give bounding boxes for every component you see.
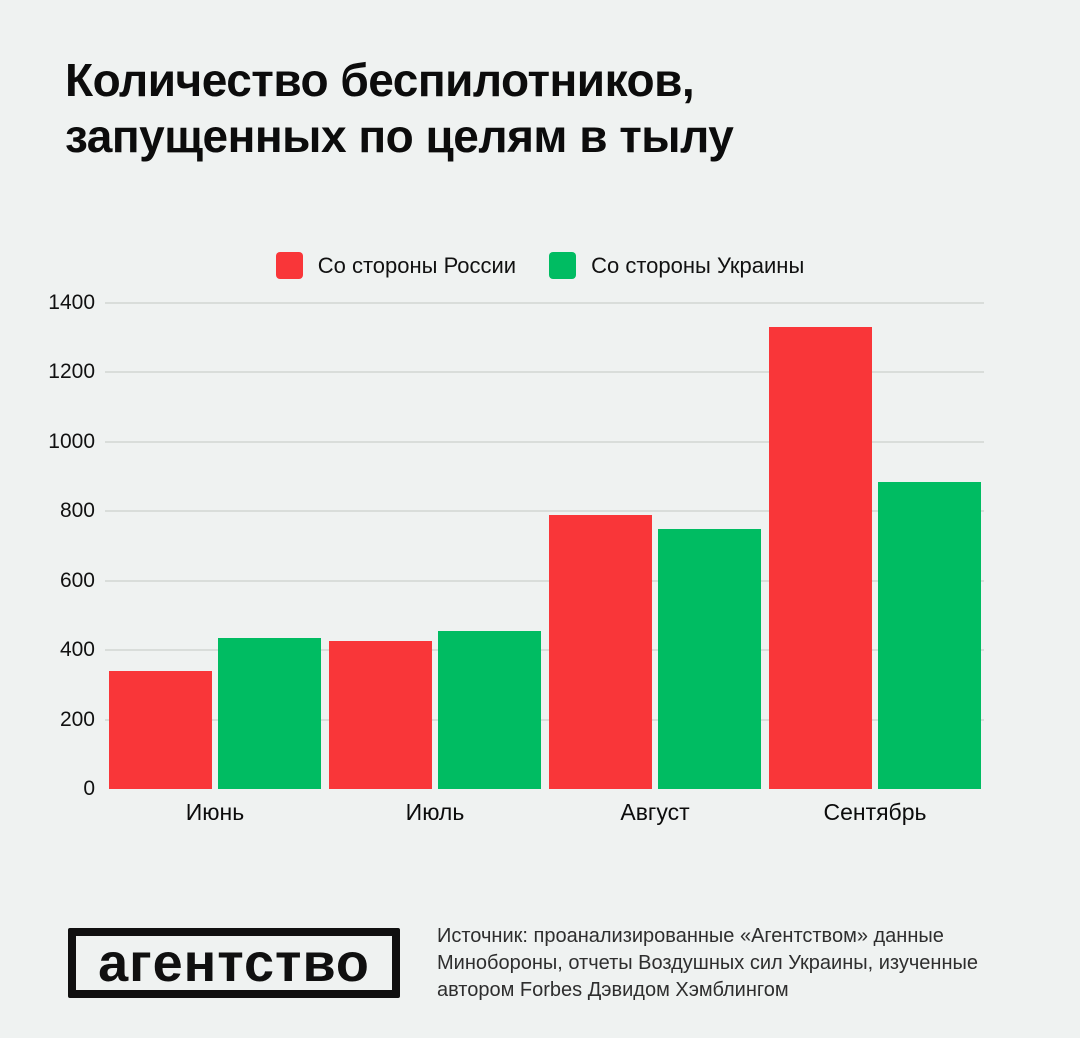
bar-Август-Со стороны России [549, 515, 652, 789]
x-axis-label-1: Июнь [185, 799, 245, 825]
gridline-600 [105, 579, 984, 582]
source-line-2: Минобороны, отчеты Воздушных сил Украины… [437, 952, 978, 974]
gridline-1200 [105, 371, 984, 374]
legend-swatch-icon [549, 252, 577, 279]
y-tick-label-0: 0 [83, 777, 95, 800]
legend-label-2: Со стороны Украины [591, 252, 805, 278]
bar-Июль-Со стороны России [329, 641, 432, 789]
y-tick-label-1400: 1400 [48, 291, 95, 314]
gridline-200 [105, 718, 984, 721]
legend-swatch-icon [275, 252, 303, 279]
legend-item-2: Со стороны Украины [549, 252, 804, 279]
x-axis-label-3: Август [620, 799, 690, 825]
y-tick-label-400: 400 [59, 638, 95, 662]
gridline-400 [105, 649, 984, 652]
legend-item-1: Со стороны России [275, 252, 517, 279]
bar-Июнь-Со стороны Украины [218, 638, 321, 789]
legend-label-1: Со стороны России [317, 252, 517, 278]
bar-group-3 [545, 303, 765, 789]
bar-group-2 [325, 303, 545, 789]
x-axis-label-2: Июль [405, 799, 465, 825]
chart-legend: Со стороны России Со стороны Украины [0, 252, 1080, 279]
source-note: Источник: проанализированные «Агентством… [437, 923, 997, 1004]
agentstvo-logo-text: агентство [98, 933, 370, 993]
y-tick-label-200: 200 [59, 707, 95, 731]
source-line-3: автором Forbes Дэвидом Хэмблингом [437, 979, 789, 1001]
agentstvo-logo: агентство [68, 928, 400, 998]
y-tick-label-600: 600 [59, 568, 95, 592]
plot-area [105, 303, 985, 789]
bar-Июль-Со стороны Украины [438, 631, 541, 789]
bar-Сентябрь-Со стороны России [769, 327, 872, 789]
bar-Август-Со стороны Украины [658, 529, 761, 789]
gridline-800 [105, 510, 984, 513]
x-axis-label-4: Сентябрь [823, 799, 927, 825]
gridline-1000 [105, 440, 984, 443]
bar-group-1 [105, 303, 325, 789]
source-line-1: Источник: проанализированные «Агентством… [437, 925, 944, 947]
title-line-2: запущенных по целям в тылу [65, 110, 734, 162]
title-line-1: Количество беспилотников, [65, 54, 695, 106]
y-tick-label-1000: 1000 [48, 429, 95, 453]
bar-Сентябрь-Со стороны Украины [878, 482, 981, 789]
y-tick-label-1200: 1200 [48, 360, 95, 384]
page-title: Количество беспилотников, запущенных по … [65, 52, 734, 164]
y-tick-label-800: 800 [59, 499, 95, 523]
bar-group-4 [765, 303, 985, 789]
gridline-1400 [105, 302, 984, 304]
bar-Июнь-Со стороны России [109, 671, 212, 789]
